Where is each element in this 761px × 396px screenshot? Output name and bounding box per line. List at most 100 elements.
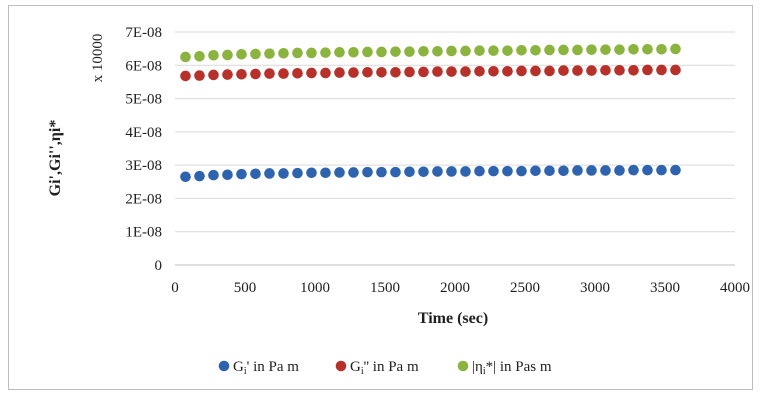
data-point bbox=[348, 67, 359, 78]
x-tick-label: 3000 bbox=[580, 280, 610, 296]
data-point bbox=[488, 45, 499, 56]
data-point bbox=[348, 167, 359, 178]
data-point bbox=[180, 171, 191, 183]
data-point bbox=[418, 46, 429, 57]
data-point bbox=[362, 46, 373, 58]
data-point bbox=[362, 166, 373, 178]
data-point bbox=[558, 65, 569, 76]
data-point bbox=[446, 45, 457, 57]
data-point bbox=[222, 49, 233, 61]
data-point bbox=[306, 47, 317, 59]
data-point bbox=[418, 166, 429, 178]
data-point bbox=[362, 66, 373, 78]
data-point bbox=[628, 44, 639, 55]
data-point bbox=[222, 69, 233, 80]
data-point bbox=[572, 65, 583, 76]
y-tick-label: 5E-08 bbox=[125, 92, 162, 108]
data-point bbox=[404, 166, 415, 178]
data-point bbox=[502, 45, 513, 56]
data-point bbox=[572, 44, 583, 56]
data-point bbox=[530, 45, 541, 56]
data-point bbox=[656, 44, 667, 55]
data-point bbox=[656, 164, 667, 176]
data-point bbox=[222, 169, 233, 181]
data-point bbox=[586, 165, 597, 176]
data-point bbox=[460, 66, 471, 77]
legend-label: Gi' in Pa m bbox=[233, 359, 299, 377]
data-point bbox=[586, 65, 597, 76]
x-tick-label: 3500 bbox=[650, 280, 680, 296]
data-point bbox=[474, 65, 485, 77]
data-point bbox=[208, 169, 219, 181]
data-point bbox=[488, 65, 499, 77]
y-tick-label: 6E-08 bbox=[125, 58, 162, 74]
data-point bbox=[320, 67, 331, 79]
x-tick-label: 2000 bbox=[440, 280, 470, 296]
y-tick-labels: 0 1E-08 2E-08 3E-08 4E-08 5E-08 6E-08 7E-08 bbox=[125, 25, 162, 274]
data-point bbox=[642, 164, 653, 176]
data-point bbox=[544, 44, 555, 56]
data-point bbox=[558, 165, 569, 177]
data-point bbox=[446, 66, 457, 77]
data-point bbox=[292, 47, 303, 59]
data-point bbox=[250, 68, 261, 80]
data-point bbox=[194, 70, 205, 81]
x-tick-label: 2500 bbox=[510, 280, 540, 296]
data-points bbox=[180, 43, 681, 183]
x-axis-title: Time (sec) bbox=[418, 310, 488, 327]
data-point bbox=[236, 68, 247, 80]
data-point bbox=[460, 45, 471, 57]
legend-label: Gi'' in Pa m bbox=[350, 359, 419, 377]
data-point bbox=[264, 168, 275, 179]
data-point bbox=[432, 46, 443, 57]
data-point bbox=[236, 168, 247, 180]
data-point bbox=[278, 68, 289, 79]
data-point bbox=[194, 170, 205, 182]
y-tick-label: 0 bbox=[155, 258, 163, 274]
data-point bbox=[264, 48, 275, 59]
data-point bbox=[642, 64, 653, 76]
x-tick-labels: 0 500 1000 1500 2000 2500 3000 3500 4000 bbox=[171, 280, 750, 296]
data-point bbox=[446, 166, 457, 177]
data-point bbox=[432, 166, 443, 177]
data-point bbox=[544, 65, 555, 77]
y-tick-label: 7E-08 bbox=[125, 25, 162, 41]
data-point bbox=[432, 66, 443, 77]
gridlines bbox=[175, 31, 735, 233]
data-point bbox=[264, 68, 275, 79]
y-tick-label: 2E-08 bbox=[125, 191, 162, 207]
data-point bbox=[544, 165, 555, 177]
data-point bbox=[292, 167, 303, 179]
data-point bbox=[278, 168, 289, 179]
data-point bbox=[600, 165, 611, 176]
data-point bbox=[404, 66, 415, 78]
data-point bbox=[502, 165, 513, 177]
y-tick-label: 3E-08 bbox=[125, 158, 162, 174]
data-point bbox=[488, 165, 499, 177]
data-point bbox=[250, 168, 261, 180]
data-point bbox=[670, 164, 681, 176]
x-tick-label: 0 bbox=[171, 280, 179, 296]
data-point bbox=[180, 70, 191, 82]
data-point bbox=[320, 167, 331, 179]
data-point bbox=[348, 47, 359, 58]
data-point bbox=[376, 46, 387, 58]
data-point bbox=[320, 47, 331, 58]
x-tick-label: 4000 bbox=[720, 280, 750, 296]
data-point bbox=[278, 48, 289, 59]
data-point bbox=[236, 49, 247, 60]
legend: Gi' in Pa m Gi'' in Pa m |ηi*| in Pas m bbox=[218, 359, 552, 377]
data-point bbox=[376, 166, 387, 178]
data-point bbox=[628, 64, 639, 76]
data-point bbox=[572, 165, 583, 176]
data-point bbox=[558, 44, 569, 56]
data-point bbox=[502, 65, 513, 77]
data-point bbox=[628, 164, 639, 176]
data-point bbox=[530, 65, 541, 77]
x-tick-label: 500 bbox=[234, 280, 257, 296]
data-point bbox=[600, 64, 611, 76]
legend-label: |ηi*| in Pas m bbox=[472, 359, 552, 377]
data-point bbox=[460, 166, 471, 177]
data-point bbox=[516, 65, 527, 77]
